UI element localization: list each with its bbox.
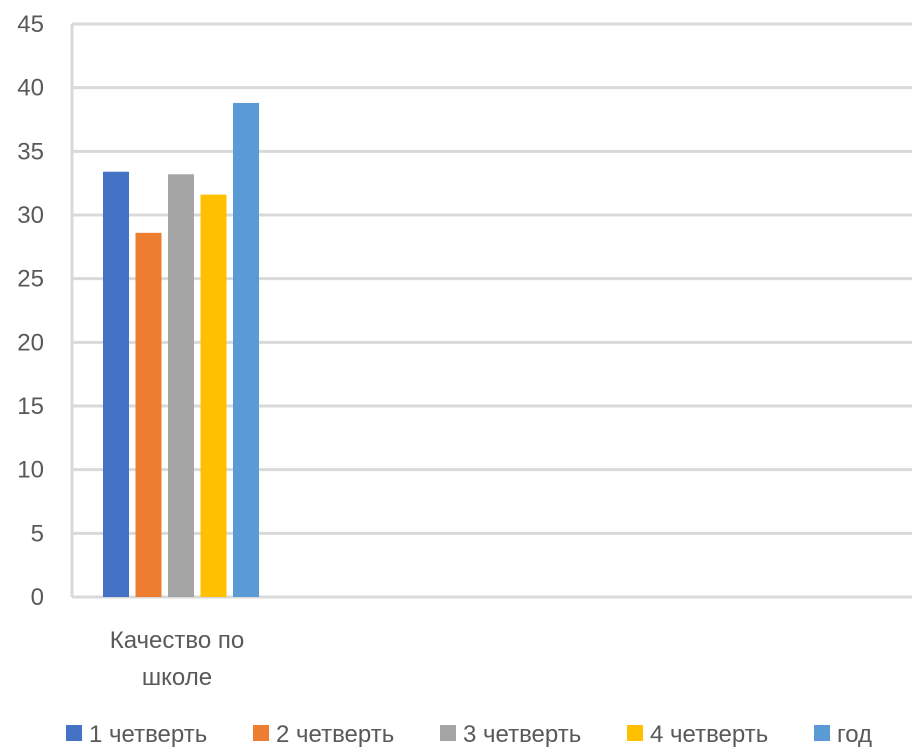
- legend-swatch: [627, 725, 643, 741]
- y-axis-tick-labels: 0 5 10 15 20 25 30 35 40 45: [17, 11, 44, 611]
- y-tick-label: 35: [17, 138, 44, 165]
- legend-label: 3 четверть: [463, 721, 581, 748]
- y-tick-label: 5: [31, 520, 44, 547]
- y-tick-label: 10: [17, 457, 44, 484]
- legend-swatch: [814, 725, 830, 741]
- category-label-line: Качество по: [110, 627, 244, 654]
- y-tick-label: 30: [17, 202, 44, 229]
- legend-swatch: [253, 725, 269, 741]
- legend-label: 4 четверть: [650, 721, 768, 748]
- bar-4: [200, 194, 227, 598]
- legend-label: 1 четверть: [89, 721, 207, 748]
- legend-label: год: [837, 721, 872, 748]
- axes: [70, 24, 912, 599]
- y-tick-label: 20: [17, 329, 44, 356]
- legend-label: 2 четверть: [276, 721, 394, 748]
- legend: 1 четверть 2 четверть 3 четверть 4 четверть…: [66, 721, 872, 748]
- bar-3: [168, 174, 194, 597]
- category-labels: Качество по школе: [110, 627, 244, 691]
- bar-2: [135, 232, 162, 597]
- gridlines: [72, 22, 912, 535]
- bar-1: [103, 171, 129, 597]
- y-tick-label: 40: [17, 75, 44, 102]
- legend-swatch: [66, 725, 82, 741]
- bar-5: [233, 102, 259, 598]
- y-tick-label: 0: [31, 584, 44, 611]
- legend-swatch: [440, 725, 456, 741]
- bars: [103, 102, 259, 598]
- y-tick-label: 15: [17, 393, 44, 420]
- y-tick-label: 25: [17, 266, 44, 293]
- category-label-line: школе: [142, 664, 212, 691]
- y-tick-label: 45: [17, 11, 44, 38]
